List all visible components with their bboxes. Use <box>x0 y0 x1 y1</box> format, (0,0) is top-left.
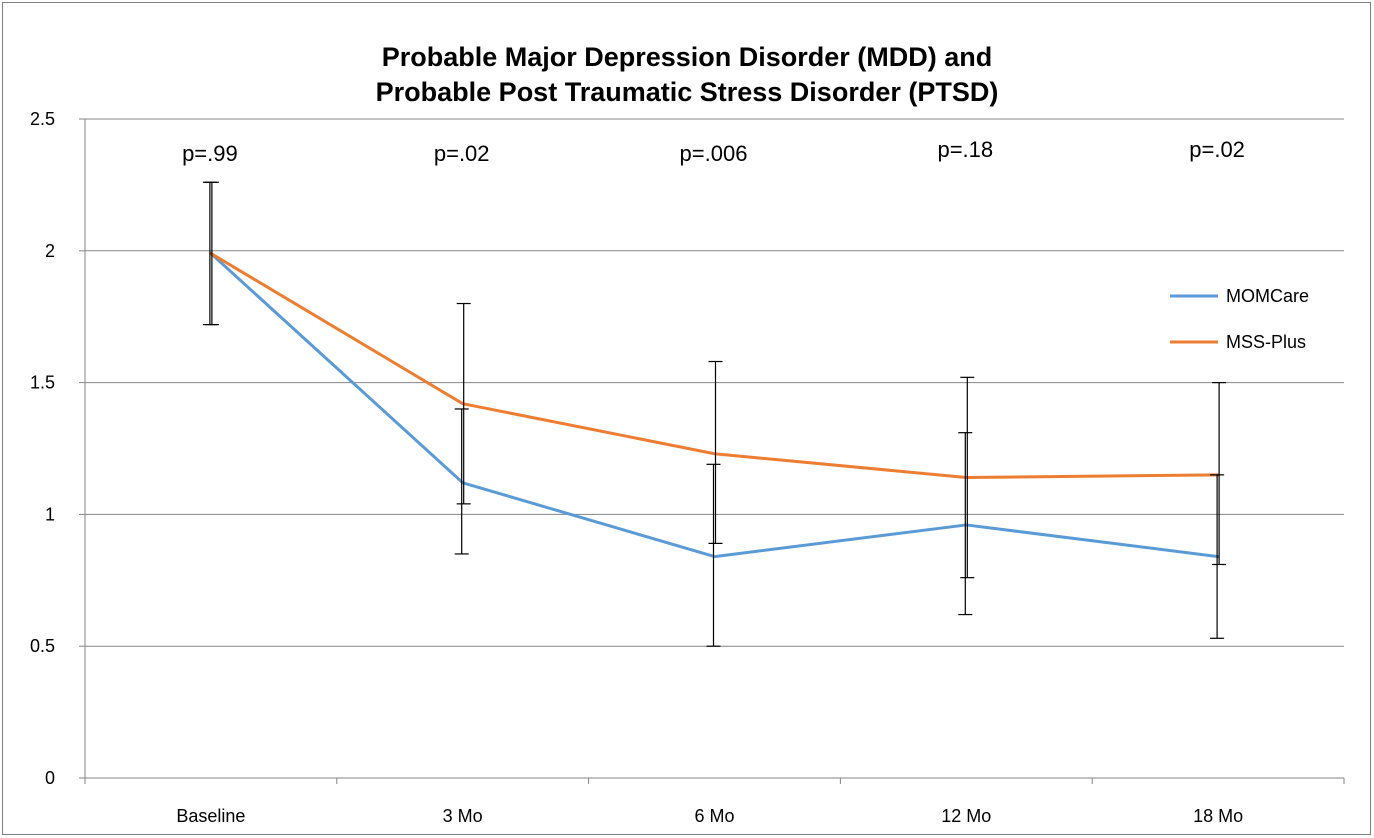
chart-title-line-2: Probable Post Traumatic Stress Disorder … <box>375 77 999 107</box>
x-tick-label: 18 Mo <box>1193 806 1243 826</box>
y-axis-tick-labels: 0 0.5 1 1.5 2 2.5 <box>30 109 55 788</box>
legend-label-momcare: MOMCare <box>1226 286 1309 306</box>
y-tick-label: 0 <box>45 768 55 788</box>
y-tick-label: 1 <box>45 504 55 524</box>
p-value-annotation: p=.18 <box>937 137 993 162</box>
legend-label-mss-plus: MSS-Plus <box>1226 332 1306 352</box>
p-value-annotation: p=.02 <box>434 141 490 166</box>
chart-title-line-1: Probable Major Depression Disorder (MDD)… <box>381 42 993 72</box>
x-tick-label: 12 Mo <box>941 806 991 826</box>
series-line-momcare <box>209 251 1220 559</box>
y-tick-label: 2.5 <box>30 109 55 129</box>
axes <box>79 118 1345 784</box>
x-tick-label: 6 Mo <box>694 806 734 826</box>
legend: MOMCare MSS-Plus <box>1170 286 1309 352</box>
y-tick-label: 2 <box>45 241 55 261</box>
series-line-mss-plus <box>209 251 1220 479</box>
x-tick-label: Baseline <box>176 806 245 826</box>
p-value-annotation: p=.02 <box>1189 137 1245 162</box>
y-tick-label: 0.5 <box>30 636 55 656</box>
p-value-annotation: p=.006 <box>680 141 748 166</box>
chart-title: Probable Major Depression Disorder (MDD)… <box>0 40 1374 110</box>
y-tick-label: 1.5 <box>30 373 55 393</box>
p-value-annotations: p=.99 p=.02 p=.006 p=.18 p=.02 <box>182 137 1245 166</box>
p-value-annotation: p=.99 <box>182 141 238 166</box>
error-bars <box>202 181 1227 647</box>
series-lines <box>209 251 1220 559</box>
gridlines <box>85 118 1344 647</box>
x-tick-label: 3 Mo <box>443 806 483 826</box>
x-axis-tick-labels: Baseline 3 Mo 6 Mo 12 Mo 18 Mo <box>176 806 1243 826</box>
